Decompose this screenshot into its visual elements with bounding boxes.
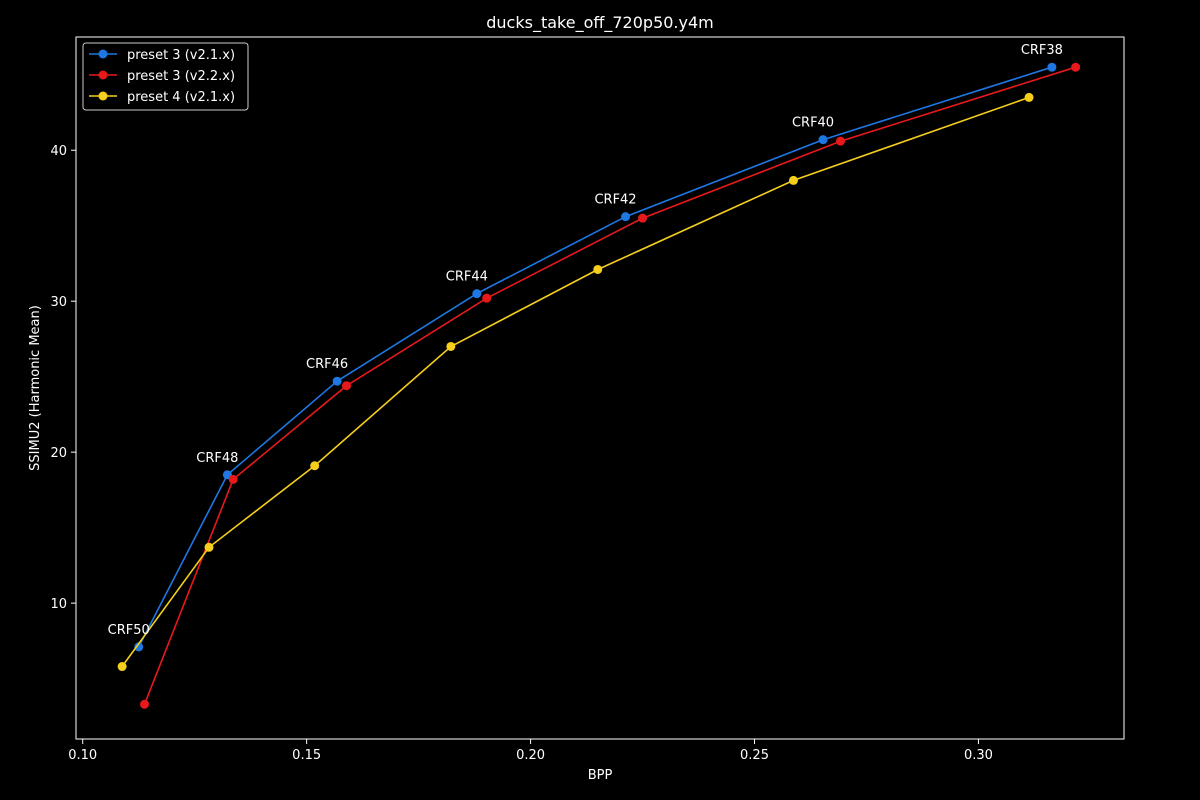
x-tick-label: 0.30 (964, 748, 993, 763)
data-point (1071, 62, 1081, 72)
data-point (472, 289, 482, 299)
data-point (836, 136, 846, 146)
crf-annotation: CRF42 (594, 193, 636, 208)
data-point (228, 474, 238, 484)
data-point (788, 175, 798, 185)
x-axis-label: BPP (588, 768, 613, 783)
data-point (342, 381, 352, 391)
data-point (140, 699, 150, 709)
crf-annotation: CRF50 (108, 623, 150, 638)
data-point (310, 461, 320, 471)
legend-box (82, 42, 249, 111)
x-tick-label: 0.20 (516, 748, 545, 763)
x-tick-label: 0.10 (68, 748, 97, 763)
data-point (332, 376, 342, 386)
data-point (446, 341, 456, 351)
data-point (134, 642, 144, 652)
data-point (1024, 92, 1034, 102)
y-axis-label: SSIMU2 (Harmonic Mean) (28, 305, 43, 471)
legend: preset 3 (v2.1.x) preset 3 (v2.2.x) preset… (82, 42, 249, 111)
crf-annotation: CRF40 (792, 116, 834, 131)
crf-annotation: CRF46 (306, 357, 348, 372)
plot-area: 0.10 0.15 0.20 0.25 0.30 10 20 30 40 CRF50 CRF48 CR… (50, 36, 1125, 763)
y-tick-label: 20 (50, 446, 67, 461)
legend-marker (98, 91, 108, 101)
data-point (621, 212, 631, 222)
data-point (117, 662, 127, 672)
data-point (818, 135, 828, 145)
y-tick-label: 30 (50, 295, 67, 310)
crf-annotation: CRF38 (1021, 43, 1063, 58)
y-tick-label: 40 (50, 144, 67, 159)
crf-annotation: CRF44 (446, 270, 488, 285)
series-group (140, 62, 1081, 709)
chart-title: ducks_take_off_720p50.y4m (486, 13, 714, 33)
x-tick-label: 0.15 (292, 748, 321, 763)
series-group (117, 92, 1034, 672)
data-point (593, 264, 603, 274)
x-tick-label: 0.25 (740, 748, 769, 763)
legend-label: preset 3 (v2.1.x) (127, 48, 235, 63)
data-point (482, 293, 492, 303)
crf-annotation: CRF48 (196, 451, 238, 466)
data-point (638, 213, 648, 223)
y-tick-label: 10 (50, 597, 67, 612)
legend-label: preset 4 (v2.1.x) (127, 90, 235, 105)
legend-label: preset 3 (v2.2.x) (127, 69, 235, 84)
plot-frame (75, 36, 1125, 740)
legend-marker (98, 70, 108, 80)
data-point (1047, 62, 1057, 72)
data-point (204, 542, 214, 552)
legend-marker (98, 49, 108, 59)
